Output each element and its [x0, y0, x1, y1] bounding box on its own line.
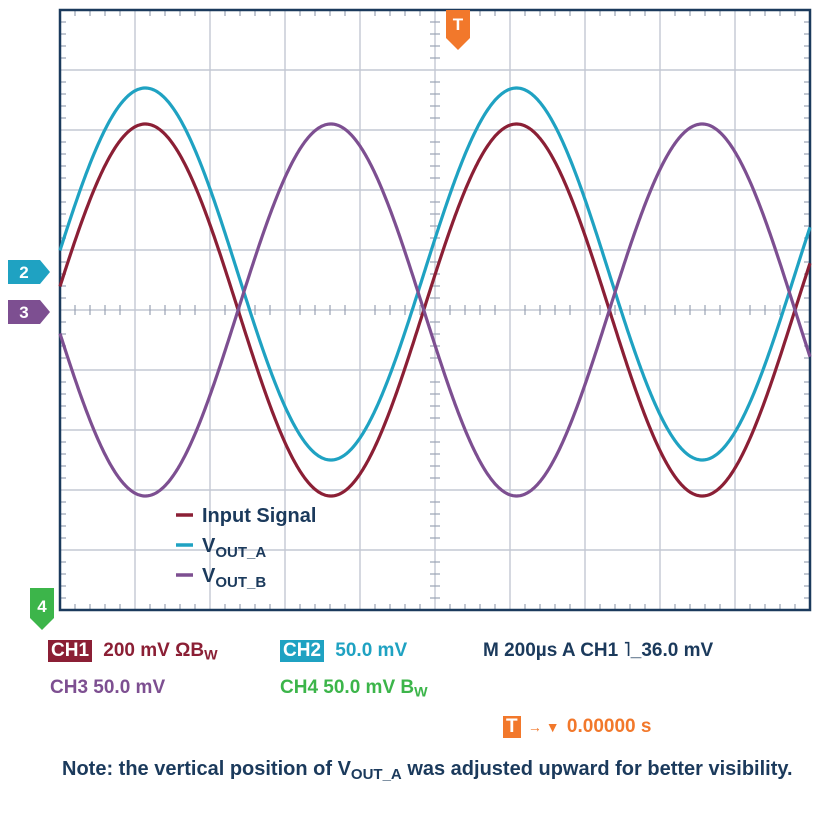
- legend: Input Signal VOUT_A VOUT_B: [176, 505, 316, 591]
- ch1-tag: CH1: [48, 640, 93, 662]
- trigger-arrow-icon: → ▼: [527, 719, 560, 735]
- channel-2-marker-label: 2: [19, 263, 28, 282]
- plot-frame: [58, 8, 812, 612]
- trigger-time: 0.00000 s: [566, 716, 652, 737]
- footnote: Note: the vertical position of VOUT_A wa…: [62, 758, 793, 783]
- readout-ch3: CH3 50.0 mV: [50, 677, 166, 698]
- grid: [58, 8, 812, 612]
- markers: 2 3 4 T: [8, 10, 470, 630]
- readout-ch1: CH1 200 mV ΩBW: [48, 640, 218, 664]
- trigger-marker: [446, 10, 470, 50]
- channel-4-marker-label: 4: [37, 597, 47, 616]
- channel-3-marker-label: 3: [19, 303, 28, 322]
- legend-label-input: Input Signal: [202, 505, 316, 527]
- ch2-tag: CH2: [280, 640, 325, 662]
- readout-ch4: CH4 50.0 mV BW: [280, 677, 428, 701]
- channel-4-marker: [30, 588, 54, 630]
- readout-timebase: M 200µs A CH1 ˥_36.0 mV: [483, 640, 714, 661]
- legend-label-vout-b: VOUT_B: [202, 565, 266, 591]
- ch2-value: 50.0 mV: [335, 640, 408, 661]
- oscilloscope-display: 2 3 4 T Input Signal VOUT_A VOUT_B: [8, 8, 812, 630]
- traces: [58, 86, 812, 498]
- trace-v-out-a: [58, 86, 812, 462]
- trigger-marker-label: T: [453, 15, 464, 34]
- channel-2-marker: [8, 260, 50, 284]
- channel-3-marker: [8, 300, 50, 324]
- readout-ch2: CH2 50.0 mV: [280, 640, 407, 662]
- trigger-tag: T: [503, 716, 521, 738]
- trace-input-signal: [58, 122, 812, 498]
- trace-v-out-b: [58, 122, 812, 498]
- ch1-value: 200 mV ΩBW: [103, 640, 218, 664]
- readout-trigger: T → ▼ 0.00000 s: [503, 716, 651, 738]
- legend-label-vout-a: VOUT_A: [202, 535, 266, 561]
